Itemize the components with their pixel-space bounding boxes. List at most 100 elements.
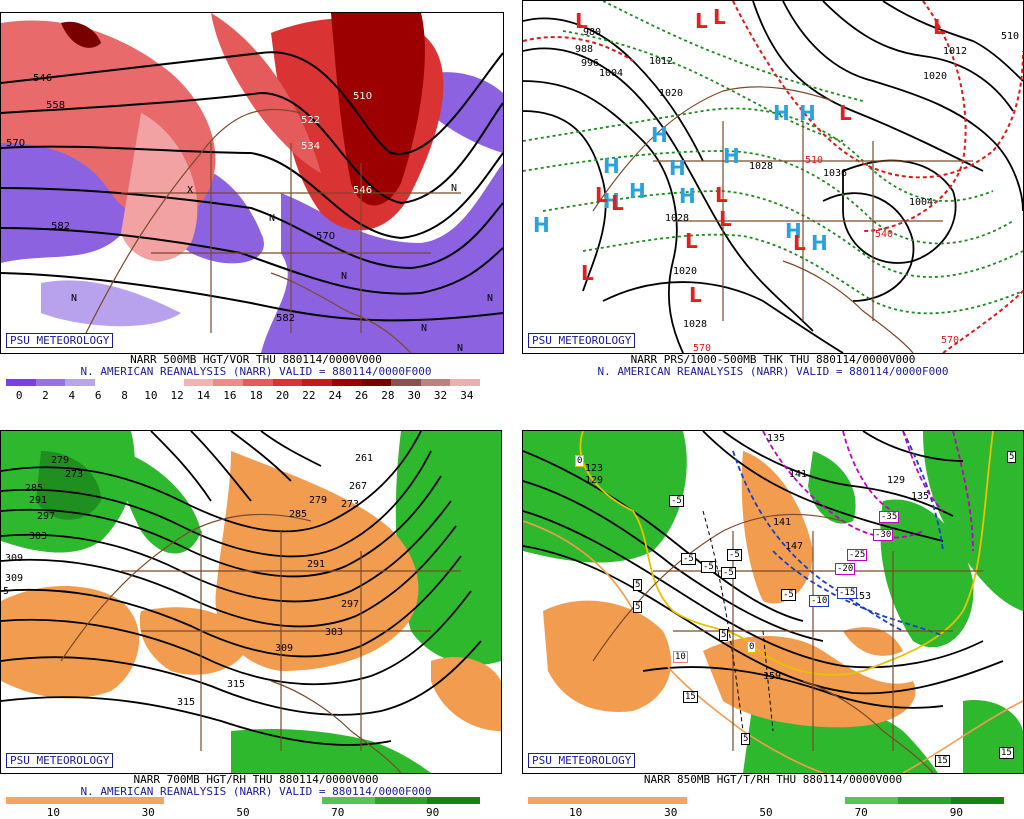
height-label: 267 [349, 481, 368, 492]
temperature-label: 5 [633, 579, 643, 591]
color-scale-tick: 28 [381, 389, 395, 402]
map-caption-title: NARR 700MB HGT/RH THU 880114/0000V000 [133, 773, 379, 786]
color-scale-swatch [391, 379, 421, 386]
temperature-label: -35 [879, 511, 900, 523]
humidity-moist-area [395, 431, 501, 665]
temperature-label: 15 [999, 747, 1014, 759]
color-scale-tick: 16 [223, 389, 237, 402]
high-pressure-marker: H [669, 156, 686, 180]
high-pressure-marker: H [799, 101, 816, 125]
map-canvas [523, 431, 1023, 773]
temperature-label: -5 [701, 561, 716, 573]
low-pressure-marker: L [575, 9, 588, 33]
color-scale-swatch [58, 797, 112, 804]
high-pressure-marker: H [603, 189, 620, 213]
map-caption-valid: N. AMERICAN REANALYSIS (NARR) VALID = 88… [80, 365, 432, 378]
humidity-dry-area [215, 451, 419, 671]
thickness-label: 570 [693, 343, 712, 354]
high-pressure-marker: H [773, 101, 790, 125]
temperature-label: 10 [673, 651, 688, 663]
height-label: 297 [341, 599, 360, 610]
color-scale-tick: 10 [568, 806, 583, 819]
height-label: 273 [65, 469, 84, 480]
height-label: 315 [227, 679, 246, 690]
low-pressure-marker: L [689, 283, 702, 307]
color-scale-swatch [6, 379, 36, 386]
pressure-label: 1004 [909, 197, 934, 208]
color-scale-swatch [420, 379, 451, 386]
height-label: 123 [585, 463, 604, 474]
color-scale-tick: 70 [854, 806, 868, 819]
high-pressure-marker: H [603, 154, 620, 178]
humidity-scale-ticks: 10 30 50 70 90 [528, 806, 1004, 819]
height-label: 279 [51, 455, 70, 466]
color-scale-tick: 10 [144, 389, 158, 402]
color-scale-tick: 70 [331, 806, 345, 819]
temperature-label: 5 [633, 601, 643, 613]
humidity-dry-area [431, 657, 501, 731]
psu-meteorology-badge: PSU METEOROLOGY [6, 753, 114, 768]
vorticity-scale-ticks: 0 2 4 6 8 10 12 14 16 18 20 22 24 26 28 30 32 34 [6, 389, 480, 402]
high-pressure-marker: H [785, 219, 802, 243]
height-label: 141 [789, 469, 808, 480]
pressure-label: 1012 [943, 46, 968, 57]
humidity-dry-area [1, 586, 140, 699]
vorticity-marker: N [487, 293, 494, 304]
pressure-label: 1028 [665, 213, 690, 224]
color-scale-tick: 20 [275, 389, 290, 402]
humidity-dry-area [741, 451, 813, 604]
color-scale-tick: 30 [407, 389, 421, 402]
psu-meteorology-badge: PSU METEOROLOGY [6, 333, 114, 348]
low-pressure-marker: L [715, 183, 728, 207]
map-850mb-temperature: 135 141 129 123 129 135 141 147 153 159 … [522, 430, 1024, 774]
contour-label: 534 [301, 141, 321, 152]
color-scale-swatch [216, 797, 270, 804]
color-scale-tick: 10 [46, 806, 61, 819]
height-label: 135 [767, 433, 786, 444]
map-caption-title: NARR PRS/1000-500MB THK THU 880114/0000V… [630, 353, 916, 366]
contour-label: 522 [301, 115, 321, 126]
color-scale-tick: 4 [68, 389, 76, 402]
humidity-dry-area [139, 607, 251, 675]
color-scale-swatch [243, 379, 273, 386]
temperature-label: -5 [781, 589, 796, 601]
low-pressure-marker: L [719, 207, 732, 231]
height-label: 159 [763, 671, 782, 682]
map-caption-title: NARR 500MB HGT/VOR THU 880114/0000V000 [130, 353, 382, 366]
high-pressure-marker: H [651, 123, 668, 147]
vorticity-marker: N [341, 271, 348, 282]
temperature-label: 0 [747, 641, 757, 653]
height-label: 273 [341, 499, 360, 510]
color-scale-swatch [686, 797, 740, 804]
humidity-scale-ticks: 10 30 50 70 90 [6, 806, 480, 819]
pressure-label: 1020 [659, 88, 684, 99]
thickness-label: 540 [875, 229, 894, 240]
color-scale-swatch [124, 379, 155, 386]
map-surface-pressure: 980 988 996 1004 1012 1020 1028 1036 102… [522, 0, 1024, 354]
vorticity-marker: N [269, 213, 276, 224]
color-scale-tick: 24 [328, 389, 342, 402]
color-scale-tick: 90 [425, 806, 440, 819]
height-label: 141 [773, 517, 792, 528]
color-scale-swatch [528, 797, 581, 804]
contour-label: 510 [353, 91, 373, 102]
color-scale-tick: 0 [15, 389, 23, 402]
color-scale-swatch [580, 797, 634, 804]
color-scale-swatch [427, 797, 481, 804]
height-label: 315 [177, 697, 196, 708]
contour-label: 582 [51, 221, 71, 232]
color-scale-swatch [272, 379, 303, 386]
color-scale-swatch [845, 797, 899, 804]
pressure-label: 988 [575, 44, 594, 55]
panel-500mb-vorticity: 546 558 570 582 510 522 534 546 570 582 … [0, 0, 512, 410]
temperature-label: 15 [935, 755, 950, 767]
humidity-moist-area [923, 431, 1023, 611]
height-label: 297 [37, 511, 56, 522]
humidity-dry-area [703, 636, 916, 728]
color-scale-swatch [154, 379, 184, 386]
color-scale-swatch [951, 797, 1005, 804]
vorticity-high-area [61, 21, 101, 48]
thickness-label: 570 [941, 335, 960, 346]
height-label: 285 [25, 483, 44, 494]
psu-meteorology-badge: PSU METEOROLOGY [528, 753, 636, 768]
